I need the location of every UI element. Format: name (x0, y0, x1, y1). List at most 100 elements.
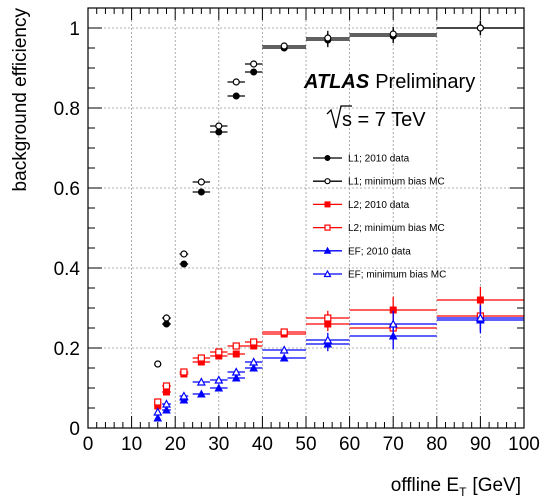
data-point (475, 313, 485, 322)
x-axis-title-unit: [GeV] (472, 475, 521, 496)
data-point (162, 314, 171, 322)
legend-label: EF; 2010 data (348, 246, 411, 257)
data-point (279, 345, 289, 354)
data-point (162, 388, 170, 396)
data-point (324, 34, 332, 42)
data-point (232, 350, 240, 358)
x-tick-label: 20 (165, 434, 186, 455)
x-tick-label: 0 (83, 434, 94, 455)
data-point (215, 128, 223, 136)
data-point (324, 314, 332, 322)
data-point (250, 68, 258, 76)
y-tick-label: 0.6 (54, 179, 80, 200)
legend-label: EF; minimum bias MC (348, 270, 446, 281)
y-tick-label: 0.4 (54, 259, 81, 280)
x-axis-title: offline ET [GeV] (391, 475, 521, 499)
legend-entry: EF; minimum bias MC (313, 270, 446, 281)
data-point (179, 391, 189, 400)
legend-label: L1; minimum bias MC (348, 177, 445, 188)
legend-entry: L1; minimum bias MC (313, 177, 445, 188)
data-point (162, 320, 170, 328)
axis-ticks: 0 10 20 30 40 50 60 70 80 90 100 0 0.2 0.4 0.6 0.8 1 (54, 8, 540, 455)
data-point (215, 348, 223, 356)
legend-marker (323, 269, 332, 278)
data-point (250, 60, 258, 68)
legend-entry: L2; minimum bias MC (313, 223, 445, 234)
data-point (231, 373, 241, 382)
data-point (197, 354, 205, 362)
legend-label: L2; minimum bias MC (348, 223, 445, 234)
data-point (197, 178, 205, 186)
data-point (162, 382, 171, 390)
y-tick-label: 0.2 (54, 339, 80, 360)
atlas-status: Preliminary (375, 71, 475, 93)
data-point (232, 92, 240, 100)
y-tick-label: 1 (69, 19, 80, 40)
data-point (231, 367, 241, 376)
x-axis-title-main: offline E (391, 475, 459, 496)
data-point (197, 389, 206, 398)
data-point (215, 122, 223, 130)
x-tick-label: 90 (470, 434, 491, 455)
legend-entry: EF; 2010 data (313, 246, 411, 257)
data-point (249, 363, 259, 372)
legend: L1; 2010 data L1; minimum bias MC L2; 2010… (313, 154, 446, 281)
data-point (388, 319, 398, 328)
data-series (153, 20, 524, 422)
data-point (179, 395, 189, 404)
data-point (249, 357, 259, 366)
legend-entry: L1; 2010 data (313, 154, 410, 165)
x-tick-label: 10 (121, 434, 142, 455)
y-tick-label: 0 (69, 419, 80, 440)
data-point (154, 360, 162, 368)
legend-label: L1; 2010 data (348, 154, 410, 165)
x-tick-label: 70 (383, 434, 404, 455)
x-tick-label: 30 (208, 434, 229, 455)
legend-marker (324, 155, 331, 161)
x-tick-label: 80 (426, 434, 447, 455)
atlas-label: ATLAS Preliminary (303, 71, 475, 93)
data-point (214, 375, 224, 384)
legend-entry: L2; 2010 data (313, 200, 410, 211)
data-point (323, 335, 333, 344)
data-point (153, 413, 163, 422)
data-point (162, 405, 171, 414)
data-point (250, 338, 258, 346)
data-point (279, 353, 289, 362)
data-point (232, 342, 240, 350)
legend-marker (323, 246, 332, 254)
data-point (389, 30, 397, 38)
x-tick-label: 50 (295, 434, 316, 455)
y-axis-title: background efficiency (10, 8, 31, 192)
x-tick-label: 60 (339, 434, 360, 455)
data-point (180, 368, 188, 376)
data-point (280, 42, 288, 50)
data-point (214, 383, 224, 392)
data-point (476, 296, 484, 304)
data-point (280, 328, 288, 336)
data-point (180, 260, 188, 268)
sqrt-symbol (326, 105, 352, 129)
data-point (476, 24, 484, 32)
x-tick-label: 40 (252, 434, 273, 455)
data-point (196, 377, 206, 386)
y-tick-label: 0.8 (54, 99, 80, 120)
legend-marker (324, 224, 331, 231)
grid-lines (88, 8, 524, 428)
data-point (161, 399, 171, 408)
series-l1-minimum-bias-mc (154, 20, 524, 368)
energy-label: s = 7 TeV (342, 109, 426, 131)
data-point (153, 407, 163, 416)
x-axis-title-subscript: T (459, 485, 467, 499)
legend-marker (324, 178, 331, 185)
data-point (180, 250, 188, 258)
x-tick-label: 100 (508, 434, 540, 455)
series-ef-minimum-bias-mc (153, 304, 524, 416)
legend-marker (324, 201, 331, 208)
data-point (154, 398, 162, 406)
legend-label: L2; 2010 data (348, 200, 410, 211)
data-point (232, 78, 240, 86)
atlas-experiment-name: ATLAS (303, 71, 370, 93)
